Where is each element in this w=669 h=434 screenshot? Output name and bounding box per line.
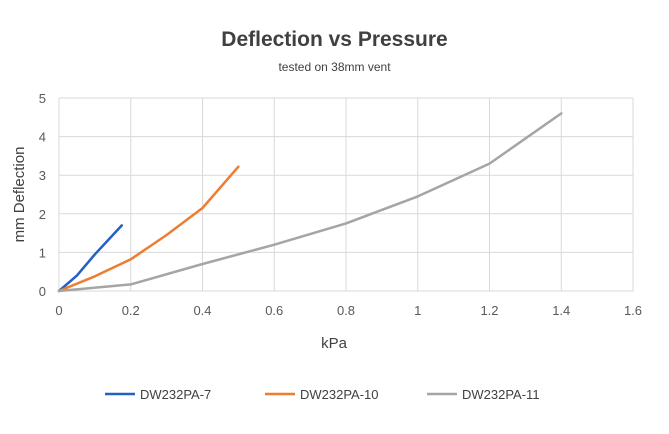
legend-label: DW232PA-7 — [140, 387, 211, 402]
chart-subtitle: tested on 38mm vent — [278, 60, 391, 74]
x-tick-label: 0.2 — [122, 303, 140, 318]
y-tick-label: 5 — [39, 91, 46, 106]
x-tick-label: 1 — [414, 303, 421, 318]
series-line-dw232pa-11 — [57, 112, 563, 293]
legend-label: DW232PA-10 — [300, 387, 379, 402]
y-tick-label: 4 — [39, 130, 46, 145]
chart-title: Deflection vs Pressure — [221, 28, 448, 51]
x-tick-label: 0.6 — [265, 303, 283, 318]
series-line-dw232pa-10 — [57, 165, 240, 293]
x-tick-label: 1.2 — [480, 303, 498, 318]
y-tick-label: 0 — [39, 284, 46, 299]
x-tick-label: 1.6 — [624, 303, 642, 318]
x-tick-label: 0.4 — [193, 303, 211, 318]
legend-label: DW232PA-11 — [462, 387, 540, 402]
x-axis-label: kPa — [321, 335, 348, 352]
x-tick-label: 1.4 — [552, 303, 570, 318]
y-tick-label: 1 — [39, 245, 46, 260]
x-tick-label: 0.8 — [337, 303, 355, 318]
y-tick-label: 3 — [39, 168, 46, 183]
y-axis-label: mm Deflection — [11, 147, 28, 243]
x-tick-label: 0 — [55, 303, 62, 318]
y-tick-label: 2 — [39, 207, 46, 222]
series-line-dw232pa-7 — [57, 224, 124, 293]
